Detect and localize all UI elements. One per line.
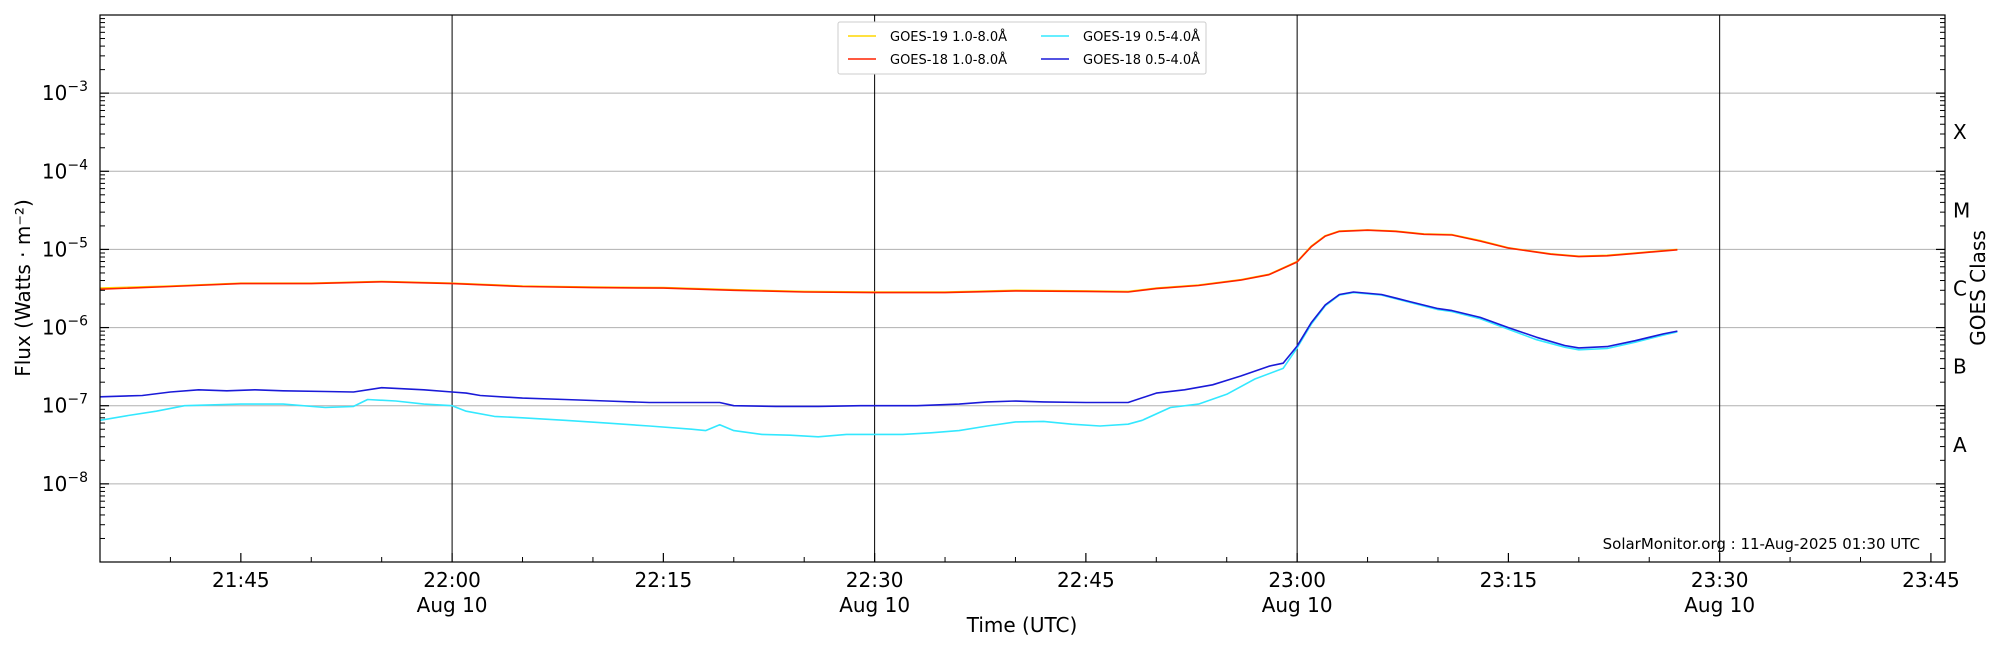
- y-axis-right-title: GOES Class: [1966, 230, 1990, 346]
- y-tick-exponent: −4: [67, 157, 88, 173]
- y-tick-exponent: −5: [67, 235, 88, 251]
- x-tick-label: 22:00: [423, 568, 481, 592]
- y-tick-label: 10−3: [42, 79, 88, 105]
- x-tick-date-label: Aug 10: [1262, 593, 1333, 617]
- y-tick-label: 10−7: [42, 392, 88, 418]
- y-tick-label: 10−6: [42, 314, 88, 340]
- y-tick-label: 10−8: [42, 470, 88, 496]
- y-tick-exponent: −6: [67, 314, 88, 330]
- x-tick-label: 23:30: [1691, 568, 1749, 592]
- legend-label: GOES-18 0.5-4.0Å: [1083, 52, 1200, 68]
- x-tick-label: 23:15: [1480, 568, 1538, 592]
- series-line: [99, 291, 1678, 408]
- grid-layer: [100, 15, 1945, 563]
- y-tick-exponent: −3: [67, 79, 88, 95]
- x-tick-label: 22:15: [635, 568, 693, 592]
- y-tick-exponent: −7: [67, 392, 88, 408]
- credit-text: SolarMonitor.org : 11-Aug-2025 01:30 UTC: [1603, 535, 1920, 553]
- goes-class-labels: X M C B A: [1953, 120, 1970, 457]
- legend-label: GOES-19 0.5-4.0Å: [1083, 29, 1200, 45]
- legend: GOES-19 1.0-8.0Å GOES-18 1.0-8.0Å GOES-19 …: [837, 21, 1207, 75]
- x-tick-label: 22:45: [1057, 568, 1115, 592]
- goes-class-label: A: [1953, 433, 1967, 457]
- plot-frame: [99, 14, 1946, 563]
- x-tick-date-label: Aug 10: [1684, 593, 1755, 617]
- x-tick-label: 23:00: [1268, 568, 1326, 592]
- x-tick-label: 22:30: [846, 568, 904, 592]
- x-tick-date-label: Aug 10: [417, 593, 488, 617]
- x-axis-title: Time (UTC): [966, 613, 1078, 637]
- legend-label: GOES-19 1.0-8.0Å: [890, 29, 1007, 45]
- x-tick-label: 23:45: [1902, 568, 1960, 592]
- legend-box: [837, 21, 1207, 75]
- y-tick-exponent: −8: [67, 470, 88, 486]
- x-tick-date-label: Aug 10: [839, 593, 910, 617]
- x-tick-label: 21:45: [212, 568, 270, 592]
- series-layer: [99, 229, 1678, 438]
- goes-class-label: M: [1953, 198, 1970, 222]
- legend-label: GOES-18 1.0-8.0Å: [890, 52, 1007, 68]
- series-line: [99, 291, 1678, 438]
- goes-class-label: X: [1953, 120, 1967, 144]
- goes-class-label: C: [1953, 277, 1967, 301]
- y-tick-label: 10−4: [42, 157, 88, 183]
- y-axis-title: Flux (Watts · m⁻²): [11, 199, 35, 377]
- y-tick-label: 10−5: [42, 235, 88, 261]
- y-axis-ticks: 10−8 10−7 10−6 10−5 10−4 10−3: [42, 18, 1945, 539]
- goes-class-label: B: [1953, 355, 1967, 379]
- series-line: [99, 229, 1678, 294]
